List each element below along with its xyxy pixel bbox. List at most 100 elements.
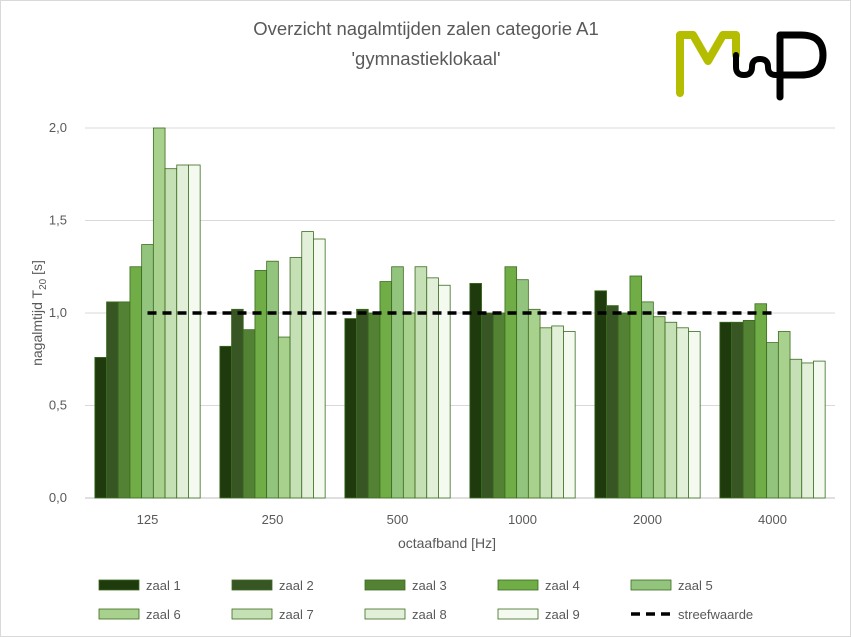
y-axis-title: nagalmtijd T20 [s] xyxy=(29,260,49,366)
legend-swatch xyxy=(98,579,140,591)
legend-label: zaal 7 xyxy=(279,607,314,622)
x-axis-ticks: 125 250 500 1000 2000 4000 xyxy=(137,512,787,527)
x-axis-title: octaafband [Hz] xyxy=(398,535,496,551)
logo-m-shape xyxy=(676,31,740,97)
bar-zaal-1-1000 xyxy=(469,282,482,499)
bar-zaal-8-125 xyxy=(176,164,189,499)
legend-item: zaal 2 xyxy=(231,578,314,593)
legend-swatch xyxy=(98,608,140,620)
legend-label: zaal 6 xyxy=(146,607,181,622)
bar-zaal-6-2000 xyxy=(652,316,666,499)
legend-label: zaal 1 xyxy=(146,578,181,593)
bars xyxy=(94,127,826,499)
bar-zaal-7-4000 xyxy=(789,358,803,499)
y-tick-label: 2,0 xyxy=(49,120,67,135)
bar-zaal-8-4000 xyxy=(801,362,814,499)
bar-zaal-8-2000 xyxy=(676,327,689,499)
y-tick-label: 0,0 xyxy=(49,490,67,505)
bar-zaal-6-250 xyxy=(277,336,291,499)
legend-item: zaal 5 xyxy=(630,578,713,593)
logo-p-shape xyxy=(776,31,827,101)
x-tick-label: 500 xyxy=(387,512,409,527)
legend-label: zaal 9 xyxy=(545,607,580,622)
bar-zaal-4-125 xyxy=(129,266,143,499)
bar-zaal-2-250 xyxy=(231,308,244,499)
legend-label: zaal 8 xyxy=(412,607,447,622)
bar-zaal-4-2000 xyxy=(629,275,643,499)
bar-zaal-9-1000 xyxy=(563,331,576,499)
chart-title-line-1: Overzicht nagalmtijden zalen categorie A… xyxy=(253,18,599,39)
y-axis-title-sub: 20 xyxy=(38,278,49,290)
bar-zaal-2-125 xyxy=(106,301,119,499)
bar-zaal-7-2000 xyxy=(664,321,678,499)
bar-zaal-4-4000 xyxy=(754,303,768,499)
bar-zaal-9-2000 xyxy=(688,331,701,499)
bar-zaal-7-500 xyxy=(414,266,428,499)
legend-label: zaal 2 xyxy=(279,578,314,593)
legend-swatch xyxy=(364,608,406,620)
legend-label: streefwaarde xyxy=(678,607,753,622)
bar-zaal-2-1000 xyxy=(481,312,494,499)
bar-zaal-5-125 xyxy=(141,244,154,499)
legend-swatch xyxy=(231,579,273,591)
legend-label: zaal 5 xyxy=(678,578,713,593)
bar-zaal-3-1000 xyxy=(492,312,506,499)
bar-zaal-3-250 xyxy=(242,329,256,499)
bar-zaal-2-500 xyxy=(356,308,369,499)
bar-zaal-1-125 xyxy=(94,356,107,499)
bar-zaal-2-4000 xyxy=(731,321,744,499)
legend-item: zaal 7 xyxy=(231,607,314,622)
x-tick-label: 4000 xyxy=(758,512,787,527)
bar-zaal-9-250 xyxy=(313,238,326,499)
x-tick-label: 1000 xyxy=(508,512,537,527)
bar-zaal-7-1000 xyxy=(539,327,553,499)
bar-zaal-5-2000 xyxy=(641,301,654,499)
legend: zaal 1 zaal 2 zaal 3 zaal 4 zaal 5 zaal 6 zaal… xyxy=(98,578,753,622)
bar-zaal-5-250 xyxy=(266,260,279,499)
bar-zaal-8-250 xyxy=(301,231,314,499)
legend-item: zaal 9 xyxy=(497,607,580,622)
y-tick-label: 1,5 xyxy=(49,213,67,228)
bar-zaal-3-125 xyxy=(117,301,131,499)
x-tick-label: 2000 xyxy=(633,512,662,527)
bar-zaal-4-250 xyxy=(254,270,268,499)
bar-zaal-1-4000 xyxy=(719,321,732,499)
bar-zaal-9-125 xyxy=(188,164,201,499)
y-axis-title-main: nagalmtijd T xyxy=(29,289,45,365)
y-axis-ticks: 0,0 0,5 1,0 1,5 2,0 xyxy=(49,120,67,505)
bar-zaal-3-2000 xyxy=(617,312,631,499)
bar-zaal-5-500 xyxy=(391,266,404,499)
bar-zaal-2-2000 xyxy=(606,305,619,499)
logo xyxy=(676,31,827,101)
y-tick-label: 0,5 xyxy=(49,398,67,413)
x-tick-label: 125 xyxy=(137,512,159,527)
legend-item: zaal 8 xyxy=(364,607,447,622)
bar-zaal-9-4000 xyxy=(813,360,826,499)
bar-zaal-1-250 xyxy=(219,345,232,499)
legend-item: zaal 3 xyxy=(364,578,447,593)
bar-zaal-8-1000 xyxy=(551,325,564,499)
legend-item: zaal 4 xyxy=(497,578,580,593)
bar-zaal-8-500 xyxy=(426,277,439,499)
bar-zaal-7-125 xyxy=(164,168,178,499)
legend-item: zaal 1 xyxy=(98,578,181,593)
y-axis-title-unit: [s] xyxy=(29,260,45,279)
bar-zaal-1-2000 xyxy=(594,290,607,499)
legend-label: zaal 4 xyxy=(545,578,580,593)
bar-zaal-9-500 xyxy=(438,284,451,499)
legend-swatch xyxy=(231,608,273,620)
legend-swatch xyxy=(497,608,539,620)
legend-label: zaal 3 xyxy=(412,578,447,593)
bar-zaal-7-250 xyxy=(289,257,303,499)
bar-zaal-6-4000 xyxy=(777,331,791,499)
bar-zaal-6-500 xyxy=(402,312,416,499)
bar-zaal-3-500 xyxy=(367,312,381,499)
bar-zaal-3-4000 xyxy=(742,319,756,499)
y-tick-label: 1,0 xyxy=(49,305,67,320)
legend-item: zaal 6 xyxy=(98,607,181,622)
chart-title-line-2: 'gymnastieklokaal' xyxy=(352,48,501,69)
bar-zaal-4-1000 xyxy=(504,266,518,499)
x-tick-label: 250 xyxy=(262,512,284,527)
bar-zaal-6-1000 xyxy=(527,308,541,499)
